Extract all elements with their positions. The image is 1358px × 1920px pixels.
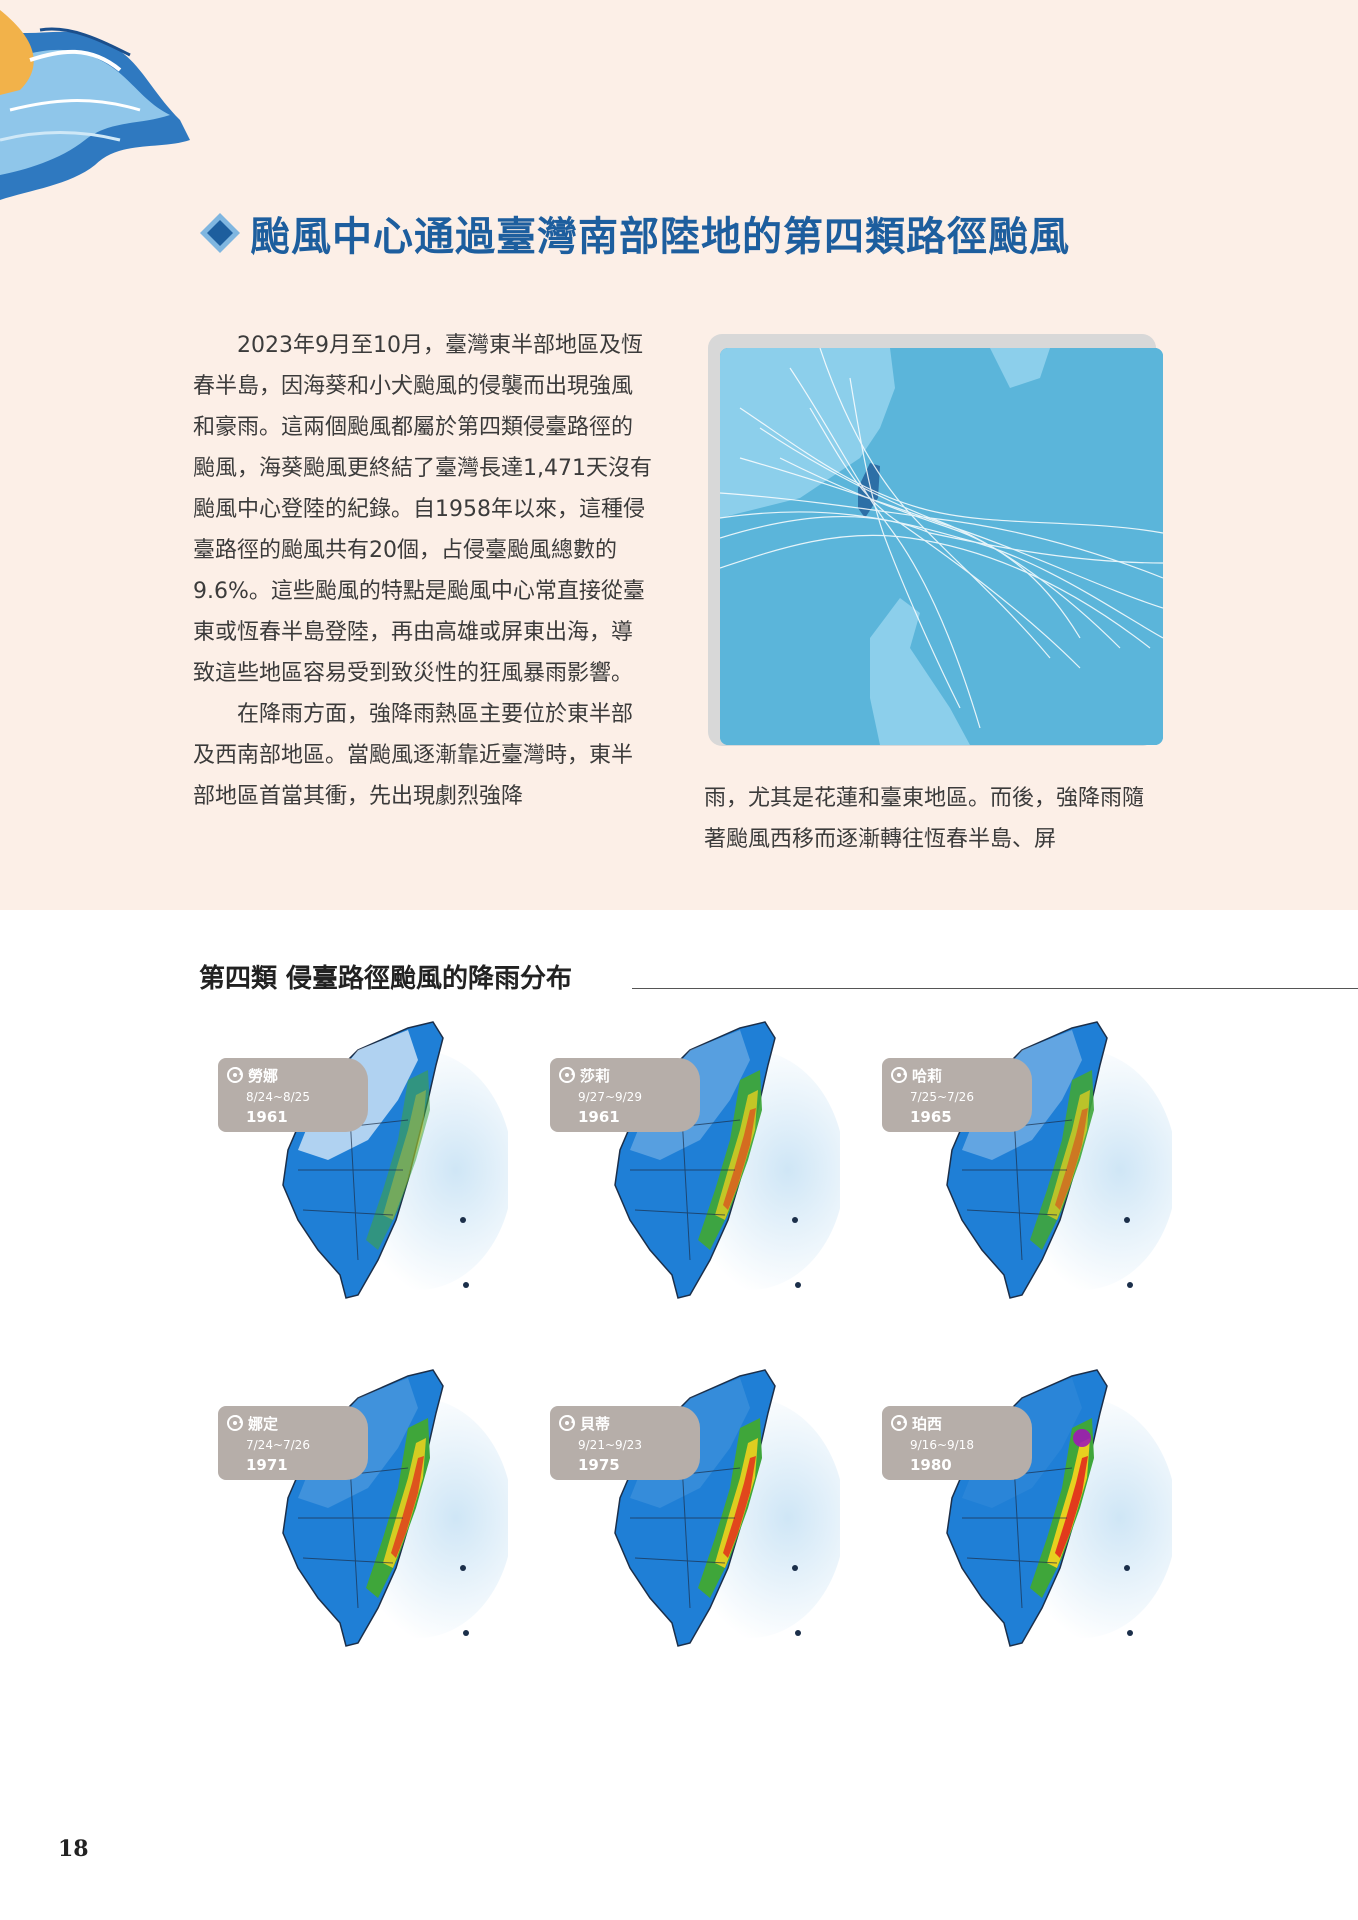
title-rule bbox=[632, 988, 1358, 989]
figure-title: 第四類 侵臺路徑颱風的降雨分布 bbox=[199, 964, 573, 994]
typhoon-dates: 7/24~7/26 bbox=[246, 1438, 310, 1452]
typhoon-name: 貝蒂 bbox=[580, 1415, 611, 1433]
typhoon-name: 哈莉 bbox=[912, 1067, 943, 1085]
typhoon-dates: 9/27~9/29 bbox=[578, 1090, 642, 1104]
typhoon-name: 娜定 bbox=[248, 1415, 279, 1433]
typhoon-icon bbox=[227, 1415, 243, 1431]
rainfall-map-panel: 貝蒂 9/21~9/23 1975 bbox=[550, 1368, 850, 1658]
typhoon-dates: 7/25~7/26 bbox=[910, 1090, 974, 1104]
typhoon-icon bbox=[227, 1067, 243, 1083]
body-column-left: 2023年9月至10月，臺灣東半部地區及恆春半島，因海葵和小犬颱風的侵襲而出現強… bbox=[193, 325, 653, 817]
typhoon-name: 莎莉 bbox=[580, 1067, 611, 1085]
body-paragraph-2: 在降雨方面，強降雨熱區主要位於東半部及西南部地區。當颱風逐漸靠近臺灣時，東半部地… bbox=[193, 702, 634, 809]
typhoon-year: 1961 bbox=[578, 1108, 620, 1126]
rainfall-map-panel: 莎莉 9/27~9/29 1961 bbox=[550, 1020, 850, 1310]
typhoon-year: 1965 bbox=[910, 1108, 952, 1126]
page-number: 18 bbox=[58, 1836, 89, 1862]
typhoon-icon bbox=[559, 1415, 575, 1431]
typhoon-tag: 珀西 9/16~9/18 1980 bbox=[882, 1406, 1032, 1480]
typhoon-icon bbox=[559, 1067, 575, 1083]
typhoon-tag: 哈莉 7/25~7/26 1965 bbox=[882, 1058, 1032, 1132]
taiwan-rainfall-map bbox=[282, 1021, 508, 1299]
rainfall-map-panel: 勞娜 8/24~8/25 1961 bbox=[218, 1020, 518, 1310]
typhoon-year: 1971 bbox=[246, 1456, 288, 1474]
typhoon-year: 1975 bbox=[578, 1456, 620, 1474]
wave-illustration bbox=[0, 10, 190, 200]
typhoon-dates: 8/24~8/25 bbox=[246, 1090, 310, 1104]
typhoon-icon bbox=[891, 1067, 907, 1083]
typhoon-year: 1961 bbox=[246, 1108, 288, 1126]
body-paragraph-1: 2023年9月至10月，臺灣東半部地區及恆春半島，因海葵和小犬颱風的侵襲而出現強… bbox=[193, 333, 652, 686]
page-title: 颱風中心通過臺灣南部陸地的第四類路徑颱風 bbox=[250, 213, 1070, 260]
typhoon-dates: 9/21~9/23 bbox=[578, 1438, 642, 1452]
section-heading: 颱風中心通過臺灣南部陸地的第四類路徑颱風 bbox=[198, 203, 1198, 263]
rainfall-map-panel: 娜定 7/24~7/26 1971 bbox=[218, 1368, 518, 1658]
diamond-bullet-icon bbox=[200, 213, 240, 253]
typhoon-year: 1980 bbox=[910, 1456, 952, 1474]
rainfall-map-panel: 哈莉 7/25~7/26 1965 bbox=[882, 1020, 1182, 1310]
track-map-svg bbox=[720, 348, 1163, 745]
typhoon-icon bbox=[891, 1415, 907, 1431]
typhoon-tag: 貝蒂 9/21~9/23 1975 bbox=[550, 1406, 700, 1480]
typhoon-track-map bbox=[720, 348, 1163, 745]
rainfall-map-panel: 珀西 9/16~9/18 1980 bbox=[882, 1368, 1182, 1658]
typhoon-name: 珀西 bbox=[912, 1415, 943, 1433]
typhoon-tag: 娜定 7/24~7/26 1971 bbox=[218, 1406, 368, 1480]
typhoon-name: 勞娜 bbox=[248, 1067, 279, 1085]
typhoon-tag: 勞娜 8/24~8/25 1961 bbox=[218, 1058, 368, 1132]
typhoon-dates: 9/16~9/18 bbox=[910, 1438, 974, 1452]
typhoon-tag: 莎莉 9/27~9/29 1961 bbox=[550, 1058, 700, 1132]
body-column-right: 雨，尤其是花蓮和臺東地區。而後，強降雨隨著颱風西移而逐漸轉往恆春半島、屏 bbox=[704, 786, 1145, 852]
